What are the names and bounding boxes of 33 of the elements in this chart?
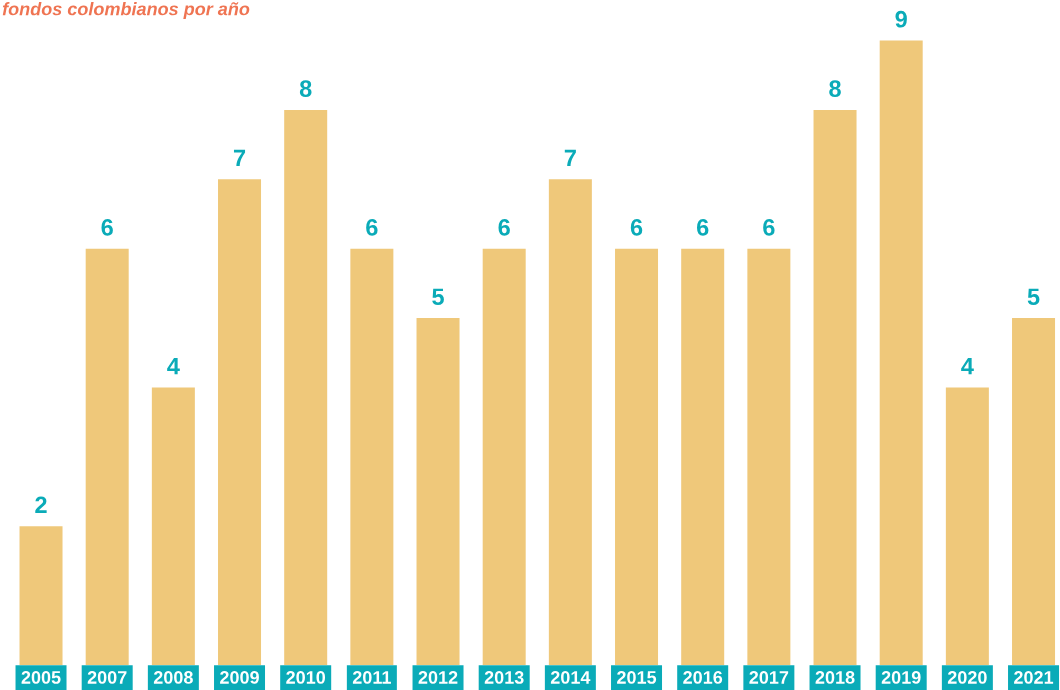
data-label: 6 [101, 219, 113, 236]
data-label: 4 [961, 358, 974, 375]
x-tick-label: 2021 [1014, 671, 1054, 684]
data-label: 5 [432, 288, 444, 306]
data-label: 7 [564, 149, 576, 167]
x-tick-label: 2008 [153, 671, 193, 684]
x-tick-label: 2019 [881, 671, 921, 684]
x-tick-label: 2012 [418, 671, 458, 684]
data-label: 4 [167, 358, 180, 375]
x-tick-label: 2020 [947, 671, 987, 684]
chart-title: fondos colombianos por año [2, 2, 250, 19]
x-tick-label: 2011 [352, 671, 391, 684]
x-tick-label: 2016 [683, 671, 723, 684]
data-label: 6 [696, 219, 709, 236]
x-tick-label: 2014 [550, 671, 591, 684]
x-tick-label: 2013 [484, 671, 524, 684]
x-tick-label: 2018 [815, 671, 855, 684]
data-label: 6 [498, 219, 510, 236]
data-label: 8 [829, 80, 841, 97]
x-tick-label: 2017 [749, 671, 789, 684]
data-label: 9 [895, 10, 907, 28]
data-label: 6 [630, 219, 643, 236]
x-tick-label: 2005 [21, 671, 61, 684]
data-label: 6 [763, 219, 775, 236]
data-label: 5 [1027, 288, 1040, 306]
x-tick-label: 2007 [87, 671, 127, 684]
data-label: 7 [233, 149, 246, 167]
data-label: 6 [366, 219, 378, 236]
x-tick-label: 2015 [617, 671, 657, 684]
x-tick-label: 2010 [286, 671, 326, 684]
data-label: 8 [299, 80, 312, 97]
data-label: 2 [35, 496, 47, 514]
x-tick-label: 2009 [220, 671, 259, 684]
